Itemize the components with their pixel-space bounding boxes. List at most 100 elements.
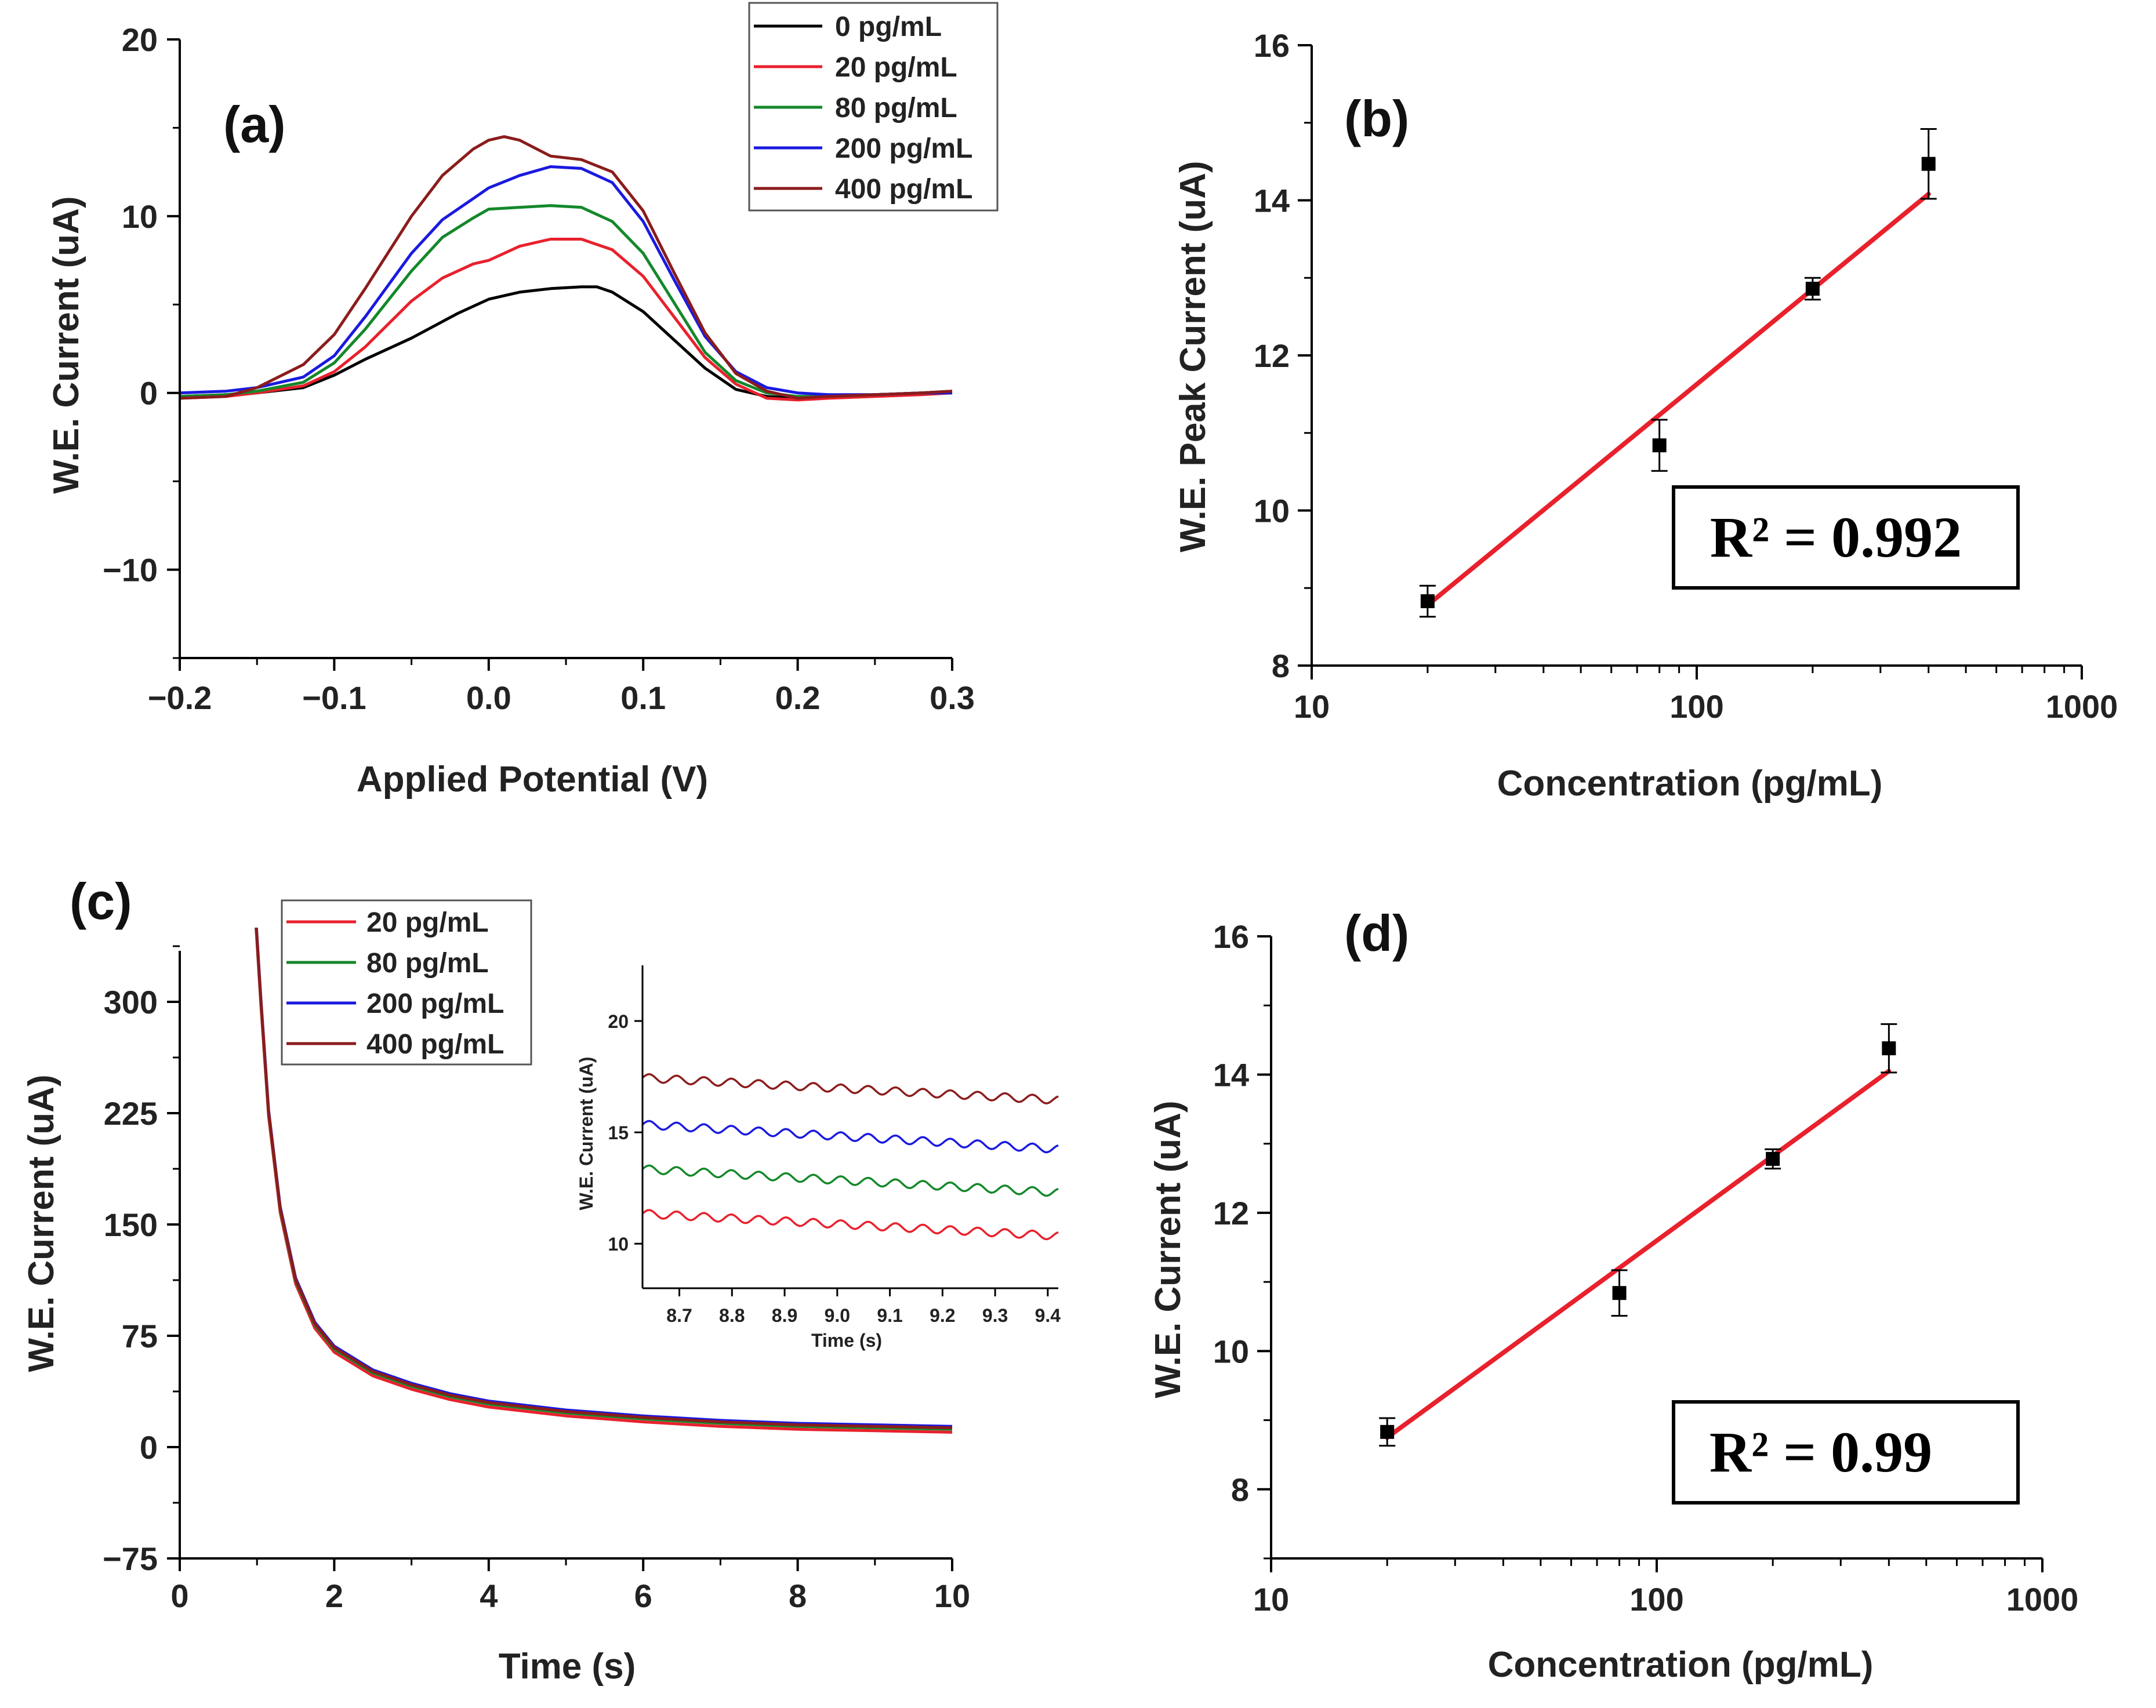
x-tick-label: 8	[789, 1578, 807, 1614]
legend-label: 80 pg/mL	[835, 93, 957, 123]
data-point	[1652, 438, 1667, 453]
y-tick-label: 10	[1213, 1333, 1249, 1369]
x-tick-label: 10	[1253, 1581, 1289, 1618]
inset-x-tick-label: 9.2	[930, 1305, 955, 1326]
y-tick-label: 14	[1254, 183, 1290, 219]
data-point	[1380, 1424, 1395, 1439]
x-tick-label: 100	[1629, 1581, 1683, 1618]
x-tick-label: 4	[480, 1578, 498, 1614]
inset-y-tick-label: 15	[608, 1122, 629, 1143]
panel-a-label: (a)	[223, 96, 286, 153]
panel-a: −0.2 −0.1 0.0 0.1 0.2 0.3 −10 0 10 20 (a) Applied…	[46, 2, 999, 800]
x-tick-label: 0	[170, 1578, 188, 1614]
y-tick-label: 0	[140, 1429, 158, 1466]
y-tick-label: 300	[104, 984, 158, 1020]
inset-x-tick-label: 8.8	[719, 1305, 745, 1326]
panel-c-x-axis-title: Time (s)	[499, 1647, 636, 1687]
fit-line	[1425, 191, 1931, 608]
x-tick-label: 0.3	[930, 679, 975, 716]
panel-a-legend-items: 0 pg/mL 20 pg/mL 80 pg/mL 200 pg/mL 400 pg/m…	[754, 12, 972, 205]
panel-a-legend: 0 pg/mL 20 pg/mL 80 pg/mL 200 pg/mL 400 pg/m…	[748, 2, 999, 212]
x-tick-label: 0.1	[620, 679, 666, 716]
series-line-4	[179, 135, 953, 400]
panel-c-series-lines	[255, 928, 952, 1434]
panel-a-ticks: −0.2 −0.1 0.0 0.1 0.2 0.3 −10 0 10 20	[103, 21, 975, 716]
x-tick-label: 2	[325, 1578, 343, 1614]
series-line-3	[179, 165, 952, 397]
x-tick-label: 0.2	[775, 679, 821, 716]
y-tick-label: 20	[122, 21, 158, 58]
y-tick-label: 75	[122, 1318, 158, 1354]
panel-c-y-axis-title: W.E. Current (uA)	[21, 1074, 61, 1372]
data-point	[1766, 1151, 1780, 1166]
panel-a-series-lines	[179, 135, 953, 402]
inset-x-tick-label: 9.1	[877, 1305, 902, 1326]
inset-x-tick-label: 9.0	[825, 1305, 850, 1326]
panel-c-legend: 20 pg/mL 80 pg/mL 200 pg/mL 400 pg/mL	[281, 899, 532, 1066]
x-tick-label: 10	[934, 1578, 970, 1614]
panel-a-y-axis-title: W.E. Current (uA)	[46, 196, 86, 493]
panel-d: 10 100 1000 8 10 12 14 16 (d) Concentration (pg…	[1148, 904, 2078, 1685]
legend-label: 80 pg/mL	[366, 948, 489, 979]
x-tick-label: −0.1	[302, 679, 366, 716]
y-tick-label: −10	[103, 552, 158, 588]
inset-x-tick-label: 8.9	[772, 1305, 797, 1326]
inset-y-tick-label: 10	[608, 1234, 629, 1255]
inset-series-line-1	[641, 1164, 1059, 1197]
inset-ticks: 8.7 8.8 8.9 9.0 9.1 9.2 9.3 9.4 10 15 20	[608, 1011, 1061, 1326]
y-tick-label: 12	[1254, 337, 1290, 374]
x-tick-label: −0.2	[148, 679, 212, 716]
x-tick-label: 1000	[2006, 1581, 2079, 1618]
panel-c-label: (c)	[70, 873, 132, 930]
panel-d-ticks: 10 100 1000 8 10 12 14 16	[1213, 918, 2079, 1618]
panel-d-y-axis-title: W.E. Current (uA)	[1148, 1100, 1188, 1398]
y-tick-label: 150	[104, 1206, 158, 1243]
legend-label: 400 pg/mL	[835, 174, 972, 205]
legend-label: 20 pg/mL	[835, 52, 957, 83]
inset-x-tick-label: 8.7	[666, 1305, 692, 1326]
x-tick-label: 0.0	[466, 679, 511, 716]
y-tick-label: 225	[104, 1095, 158, 1132]
inset-series-line-0	[641, 1209, 1059, 1241]
panel-b-marks	[1419, 128, 1937, 618]
x-tick-label: 100	[1669, 688, 1723, 725]
panel-b-r2-box	[1672, 485, 2020, 590]
y-tick-label: 10	[1254, 493, 1290, 529]
panel-c-ticks: 0 2 4 6 8 10 −75 0 75 150 225 300	[103, 945, 970, 1614]
inset-series-lines	[641, 1073, 1059, 1241]
y-tick-label: 0	[140, 375, 158, 412]
y-tick-label: 14	[1213, 1056, 1249, 1093]
data-point	[1921, 157, 1936, 171]
fit-line	[1385, 1069, 1892, 1440]
panel-c-legend-box	[281, 899, 532, 1066]
x-tick-label: 10	[1294, 688, 1330, 725]
panel-d-r2-box	[1672, 1400, 2020, 1505]
y-tick-label: 8	[1272, 648, 1290, 684]
panel-a-x-axis-title: Applied Potential (V)	[357, 759, 708, 800]
y-tick-label: 12	[1213, 1195, 1249, 1231]
legend-label: 400 pg/mL	[366, 1029, 504, 1060]
y-tick-label: 16	[1254, 27, 1290, 64]
inset-x-axis-title: Time (s)	[811, 1330, 882, 1351]
y-tick-label: 8	[1231, 1471, 1249, 1508]
legend-label: 200 pg/mL	[366, 989, 504, 1019]
panel-c: 0 2 4 6 8 10 −75 0 75 150 225 300 (c) Time (s) W.E.…	[21, 873, 1061, 1687]
legend-label: 200 pg/mL	[835, 133, 972, 164]
inset-series-line-3	[641, 1073, 1059, 1104]
panel-b-x-axis-title: Concentration (pg/mL)	[1497, 764, 1883, 804]
inset-y-tick-label: 20	[608, 1011, 629, 1032]
x-tick-label: 1000	[2046, 688, 2118, 725]
panel-d-x-axis-title: Concentration (pg/mL)	[1488, 1645, 1874, 1685]
series-line-3	[255, 928, 952, 1430]
inset-x-tick-label: 9.4	[1035, 1305, 1061, 1326]
inset-series-line-2	[641, 1120, 1059, 1154]
series-line-1	[179, 238, 953, 402]
panel-b-label: (b)	[1344, 90, 1409, 147]
panel-d-marks	[1379, 1023, 1897, 1447]
panel-d-r2-annotation: R² = 0.99	[1709, 1420, 1932, 1484]
inset-x-tick-label: 9.3	[982, 1305, 1008, 1326]
data-point	[1882, 1041, 1896, 1056]
